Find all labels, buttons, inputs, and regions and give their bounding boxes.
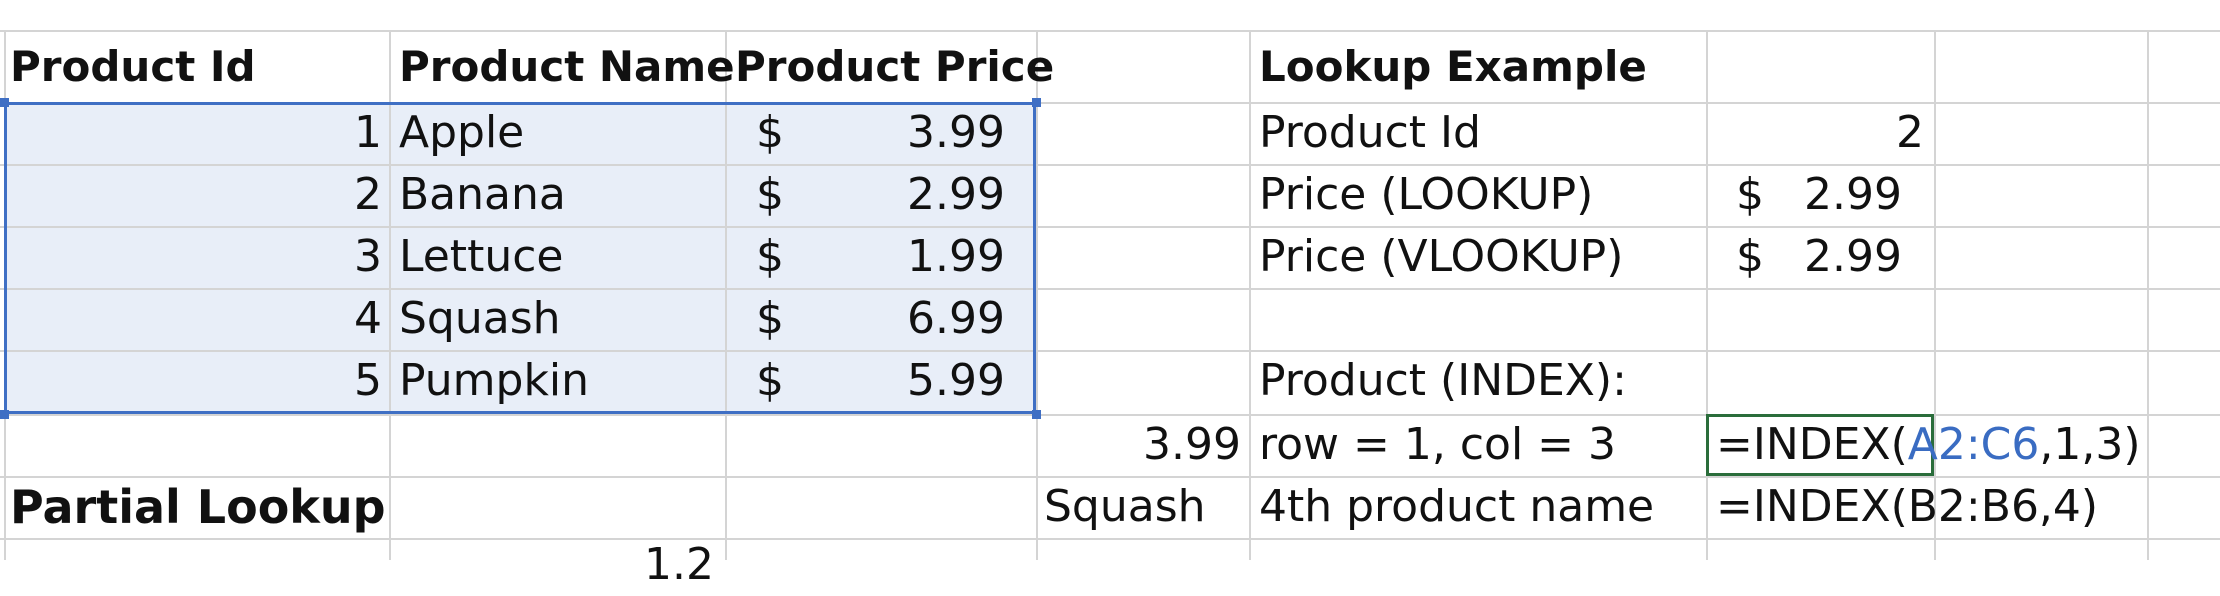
lookup-product-id-value[interactable]: 2 <box>1896 107 1924 158</box>
currency-symbol: $ <box>1736 231 1764 282</box>
price-vlookup-label[interactable]: Price (VLOOKUP) <box>1259 231 1624 282</box>
lookup-product-id-label[interactable]: Product Id <box>1259 107 1481 158</box>
index-description-cell[interactable]: 4th product name <box>1259 481 1655 532</box>
product-name-cell[interactable]: Banana <box>399 169 566 220</box>
product-id-cell[interactable]: 1 <box>354 107 382 158</box>
product-price-cell[interactable]: 6.99 <box>907 293 1005 344</box>
currency-symbol: $ <box>756 169 784 220</box>
index-formula-cell[interactable]: =INDEX(B2:B6,4) <box>1716 481 2099 532</box>
product-id-cell[interactable]: 5 <box>354 355 382 406</box>
gridline <box>0 226 2220 228</box>
index-result-cell[interactable]: 3.99 <box>1143 419 1241 470</box>
gridline <box>2147 30 2149 560</box>
gridline <box>0 102 2220 104</box>
active-cell-border <box>1706 414 1934 476</box>
gridline <box>0 538 2220 540</box>
header-product-name[interactable]: Product Name <box>399 42 735 91</box>
gridline <box>389 30 391 560</box>
header-lookup-example[interactable]: Lookup Example <box>1259 42 1647 91</box>
selected-range-border <box>4 102 1036 414</box>
selection-handle[interactable] <box>1032 410 1041 419</box>
product-price-cell[interactable]: 5.99 <box>907 355 1005 406</box>
selection-handle[interactable] <box>1032 98 1041 107</box>
gridline <box>1036 30 1038 560</box>
formula-range-reference: A2:C6 <box>1907 419 2040 470</box>
currency-symbol: $ <box>756 231 784 282</box>
selection-handle[interactable] <box>0 98 9 107</box>
index-result-cell[interactable]: Squash <box>1044 481 1206 532</box>
price-lookup-value[interactable]: 2.99 <box>1804 169 1902 220</box>
price-lookup-label[interactable]: Price (LOOKUP) <box>1259 169 1594 220</box>
product-name-cell[interactable]: Pumpkin <box>399 355 590 406</box>
gridline <box>1934 30 1936 560</box>
partial-lookup-value[interactable]: 1.2 <box>644 539 714 590</box>
currency-symbol: $ <box>756 107 784 158</box>
gridline <box>0 350 2220 352</box>
gridline <box>0 414 2220 416</box>
index-heading[interactable]: Product (INDEX): <box>1259 355 1627 406</box>
product-name-cell[interactable]: Apple <box>399 107 525 158</box>
product-id-cell[interactable]: 2 <box>354 169 382 220</box>
currency-symbol: $ <box>1736 169 1764 220</box>
product-price-cell[interactable]: 3.99 <box>907 107 1005 158</box>
price-vlookup-value[interactable]: 2.99 <box>1804 231 1902 282</box>
currency-symbol: $ <box>756 293 784 344</box>
product-price-cell[interactable]: 2.99 <box>907 169 1005 220</box>
gridline <box>0 30 2220 32</box>
gridline <box>0 288 2220 290</box>
formula-arguments: ,1,3) <box>2039 419 2141 470</box>
selection-handle[interactable] <box>0 410 9 419</box>
product-id-cell[interactable]: 4 <box>354 293 382 344</box>
header-product-price[interactable]: Product Price <box>735 42 1055 91</box>
product-name-cell[interactable]: Squash <box>399 293 561 344</box>
gridline <box>0 164 2220 166</box>
partial-lookup-title[interactable]: Partial Lookup <box>10 480 386 534</box>
product-name-cell[interactable]: Lettuce <box>399 231 564 282</box>
product-price-cell[interactable]: 1.99 <box>907 231 1005 282</box>
index-formula-cell[interactable]: =INDEX(A2:C6,1,3) <box>1716 414 2216 476</box>
gridline <box>725 30 727 560</box>
formula-function: =INDEX( <box>1716 419 1908 470</box>
index-description-cell[interactable]: row = 1, col = 3 <box>1259 419 1617 470</box>
product-id-cell[interactable]: 3 <box>354 231 382 282</box>
header-product-id[interactable]: Product Id <box>10 42 256 91</box>
currency-symbol: $ <box>756 355 784 406</box>
gridline <box>0 476 2220 478</box>
gridline <box>1706 30 1708 560</box>
gridline <box>1249 30 1251 560</box>
selected-range-fill <box>4 102 1036 414</box>
